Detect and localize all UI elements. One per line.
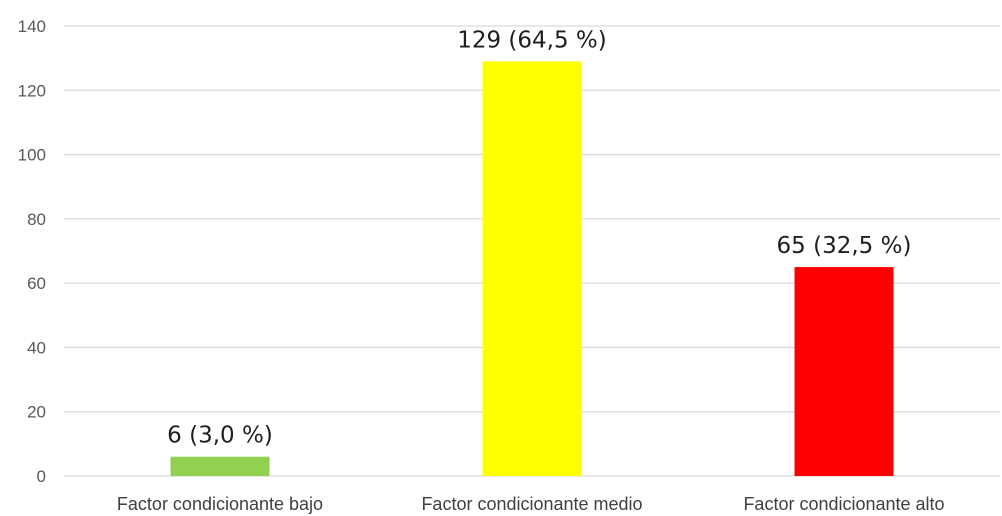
data-label: 129 (64,5 %) — [457, 27, 607, 53]
y-tick-label: 0 — [37, 467, 46, 486]
y-tick-label: 100 — [18, 146, 46, 165]
bar — [794, 267, 894, 476]
x-tick-label: Factor condicionante medio — [421, 494, 642, 514]
y-tick-label: 20 — [27, 403, 46, 422]
data-label: 6 (3,0 %) — [167, 423, 273, 449]
y-tick-label: 140 — [18, 17, 46, 36]
data-labels: 6 (3,0 %) 129 (64,5 %) 65 (32,5 %) — [167, 27, 911, 448]
bar — [482, 61, 582, 476]
x-tick-label: Factor condicionante bajo — [117, 494, 323, 514]
y-tick-label: 40 — [27, 338, 46, 357]
x-axis: Factor condicionante bajo Factor condicio… — [117, 494, 945, 514]
bar — [170, 456, 270, 476]
y-tick-label: 80 — [27, 210, 46, 229]
y-tick-label: 60 — [27, 274, 46, 293]
y-tick-label: 120 — [18, 81, 46, 100]
data-label: 65 (32,5 %) — [777, 233, 912, 259]
x-tick-label: Factor condicionante alto — [743, 494, 944, 514]
bars — [170, 61, 894, 476]
y-axis: 0 20 40 60 80 100 120 140 — [18, 17, 46, 486]
